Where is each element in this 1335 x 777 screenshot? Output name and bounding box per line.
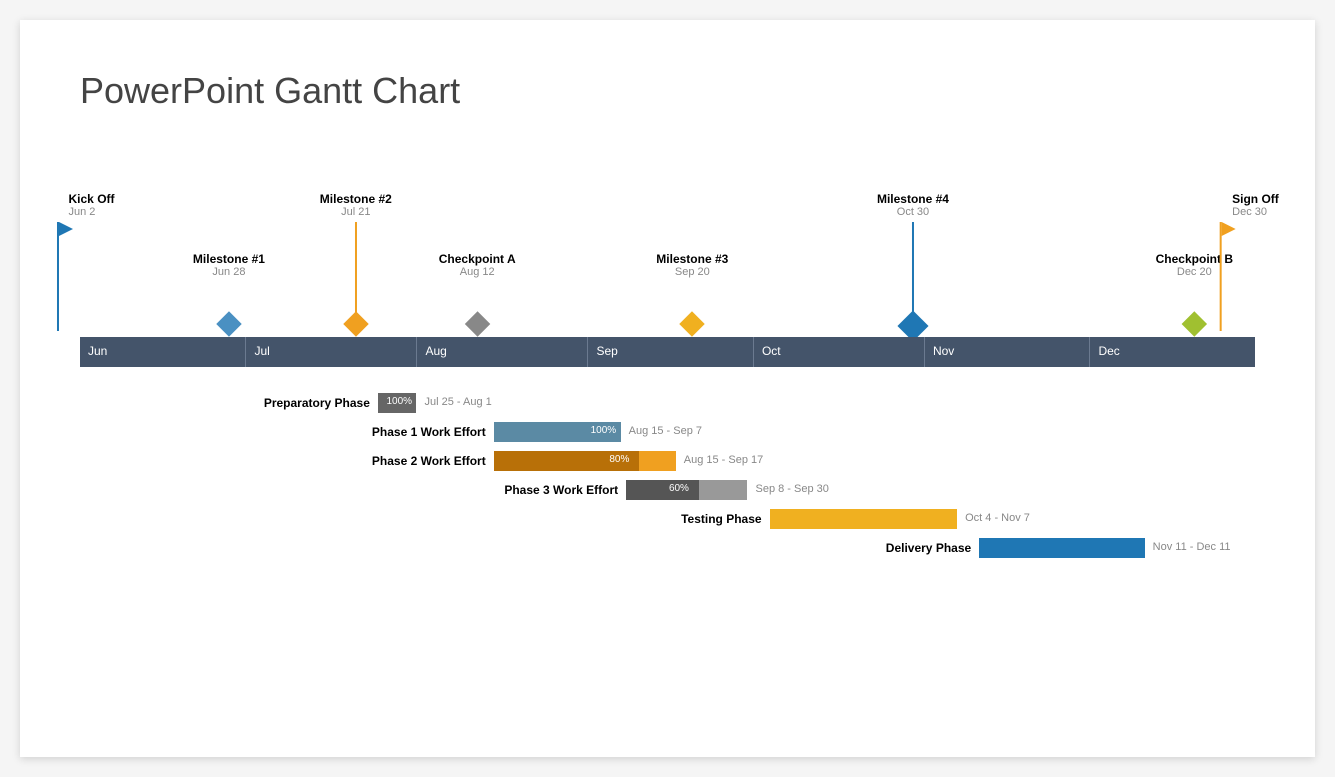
task-percent: 100% — [591, 425, 617, 436]
milestone: Milestone #1Jun 28 — [193, 252, 265, 333]
milestone-date: Dec 30 — [1232, 206, 1279, 218]
timeline-month: Oct — [753, 337, 924, 367]
timeline-month: Jun — [80, 337, 245, 367]
timeline-month: Sep — [587, 337, 752, 367]
milestone: Sign OffDec 30 — [1220, 192, 1279, 331]
milestone-date: Jun 2 — [69, 206, 115, 218]
milestone: Milestone #2Jul 21 — [320, 192, 392, 333]
task-label: Preparatory Phase — [80, 396, 370, 410]
task-row: Phase 2 Work Effort 80% Aug 15 - Sep 17 — [80, 450, 1255, 478]
milestone-label: Milestone #4 — [877, 192, 949, 206]
task-bar — [770, 509, 958, 529]
milestone-date: Oct 30 — [877, 206, 949, 218]
timeline-month: Jul — [245, 337, 416, 367]
milestone-date: Aug 12 — [439, 266, 516, 278]
milestone: Milestone #3Sep 20 — [656, 252, 728, 333]
diamond-icon — [343, 311, 368, 336]
diamond-icon — [680, 311, 705, 336]
task-row: Phase 3 Work Effort 60% Sep 8 - Sep 30 — [80, 479, 1255, 507]
diamond-icon — [216, 311, 241, 336]
milestone-stem — [355, 222, 357, 317]
task-label: Delivery Phase — [80, 541, 971, 555]
task-percent: 100% — [387, 396, 413, 407]
milestone: Milestone #4Oct 30 — [877, 192, 949, 337]
task-label: Phase 2 Work Effort — [80, 454, 486, 468]
milestone-label: Kick Off — [69, 192, 115, 206]
task-dates: Aug 15 - Sep 7 — [629, 425, 702, 437]
task-percent: 80% — [609, 454, 629, 465]
diamond-icon — [1182, 311, 1207, 336]
flag-icon — [57, 222, 59, 331]
timeline-band: JunJulAugSepOctNovDec — [80, 337, 1255, 367]
diamond-icon — [464, 311, 489, 336]
flag-icon — [1220, 222, 1222, 331]
task-dates: Sep 8 - Sep 30 — [755, 483, 828, 495]
milestone-date: Jun 28 — [193, 266, 265, 278]
milestone: Kick OffJun 2 — [57, 192, 115, 331]
tasks-area: Preparatory Phase 100% Jul 25 - Aug 1 Phase… — [80, 392, 1255, 565]
task-row: Delivery Phase Nov 11 - Dec 11 — [80, 537, 1255, 565]
timeline-month: Aug — [416, 337, 587, 367]
timeline-month: Dec — [1089, 337, 1254, 367]
slide: PowerPoint Gantt Chart Kick OffJun 2 Mile… — [20, 20, 1315, 757]
milestone-label: Milestone #2 — [320, 192, 392, 206]
task-row: Preparatory Phase 100% Jul 25 - Aug 1 — [80, 392, 1255, 420]
milestone-date: Sep 20 — [656, 266, 728, 278]
task-label: Testing Phase — [80, 512, 762, 526]
task-dates: Aug 15 - Sep 17 — [684, 454, 764, 466]
milestone: Checkpoint AAug 12 — [439, 252, 516, 333]
task-bar — [979, 538, 1144, 558]
task-dates: Oct 4 - Nov 7 — [965, 512, 1030, 524]
task-row: Phase 1 Work Effort 100% Aug 15 - Sep 7 — [80, 421, 1255, 449]
milestone-stem — [912, 222, 914, 317]
milestone-label: Milestone #1 — [193, 252, 265, 266]
task-label: Phase 3 Work Effort — [80, 483, 618, 497]
task-percent: 60% — [669, 483, 689, 494]
milestone-label: Sign Off — [1232, 192, 1279, 206]
task-dates: Nov 11 - Dec 11 — [1153, 541, 1231, 553]
milestone-date: Jul 21 — [320, 206, 392, 218]
task-row: Testing Phase Oct 4 - Nov 7 — [80, 508, 1255, 536]
timeline-area: Kick OffJun 2Milestone #1Jun 28Milestone… — [80, 172, 1255, 372]
gantt-chart: Kick OffJun 2Milestone #1Jun 28Milestone… — [80, 172, 1255, 672]
timeline-month: Nov — [924, 337, 1089, 367]
page-title: PowerPoint Gantt Chart — [80, 70, 1255, 112]
milestone-label: Milestone #3 — [656, 252, 728, 266]
task-dates: Jul 25 - Aug 1 — [425, 396, 492, 408]
task-label: Phase 1 Work Effort — [80, 425, 486, 439]
milestone-label: Checkpoint A — [439, 252, 516, 266]
